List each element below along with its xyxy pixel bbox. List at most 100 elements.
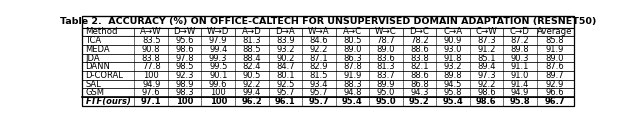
Text: 90.5: 90.5 [243,71,261,80]
Text: 87.3: 87.3 [477,36,496,45]
Text: 90.8: 90.8 [142,45,161,54]
Text: 91.8: 91.8 [444,54,462,63]
Text: 100: 100 [211,88,226,97]
Text: 88.6: 88.6 [410,45,429,54]
Text: 99.3: 99.3 [209,54,227,63]
Text: MEDA: MEDA [86,45,110,54]
Text: 95.0: 95.0 [376,97,396,106]
Text: 93.0: 93.0 [444,45,462,54]
Text: A→D: A→D [242,27,262,36]
Text: 80.5: 80.5 [343,36,362,45]
Text: A→C: A→C [343,27,362,36]
Text: C→A: C→A [444,27,463,36]
Text: 89.8: 89.8 [511,45,529,54]
Bar [83,62,573,71]
Text: 87.6: 87.6 [546,62,564,71]
Text: 94.9: 94.9 [511,88,529,97]
Text: 81.3: 81.3 [376,62,395,71]
Text: 91.9: 91.9 [546,45,564,54]
Text: 98.6: 98.6 [476,97,497,106]
Bar [83,88,573,97]
Text: 95.6: 95.6 [175,36,194,45]
Text: TCA: TCA [86,36,102,45]
Text: 95.2: 95.2 [409,97,429,106]
Text: 92.3: 92.3 [175,71,194,80]
Text: 94.8: 94.8 [343,88,362,97]
Text: 96.6: 96.6 [546,88,564,97]
Text: 99.5: 99.5 [209,62,227,71]
Text: Method: Method [86,27,118,36]
Text: 83.5: 83.5 [142,36,161,45]
Text: 96.2: 96.2 [241,97,262,106]
Text: 93.2: 93.2 [444,62,462,71]
Text: 88.6: 88.6 [410,71,429,80]
Text: 88.5: 88.5 [243,45,261,54]
Text: 82.4: 82.4 [243,62,261,71]
Text: D→A: D→A [275,27,295,36]
Text: 98.6: 98.6 [477,88,496,97]
Text: 99.6: 99.6 [209,80,227,89]
Text: 88.3: 88.3 [343,80,362,89]
Text: 92.5: 92.5 [276,80,294,89]
Text: W→A: W→A [308,27,330,36]
Text: 90.1: 90.1 [209,71,227,80]
Text: 85.8: 85.8 [546,36,564,45]
Text: W→C: W→C [375,27,397,36]
Bar [83,54,573,62]
Text: 100: 100 [176,97,193,106]
Text: C→D: C→D [510,27,530,36]
Text: DANN: DANN [86,62,110,71]
Bar [83,45,573,54]
Text: 95.0: 95.0 [376,88,395,97]
Text: 82.9: 82.9 [310,62,328,71]
Text: FTF(ours): FTF(ours) [86,97,131,106]
Text: 94.9: 94.9 [142,80,161,89]
Text: 77.8: 77.8 [142,62,161,71]
Text: 98.5: 98.5 [175,62,194,71]
Text: 95.8: 95.8 [444,88,462,97]
Text: 78.2: 78.2 [410,36,429,45]
Text: 92.2: 92.2 [310,45,328,54]
Text: 97.3: 97.3 [477,71,496,80]
Text: JDA: JDA [86,54,100,63]
Text: 90.9: 90.9 [444,36,462,45]
Text: 89.0: 89.0 [343,45,362,54]
Text: D→W: D→W [173,27,196,36]
Text: 98.9: 98.9 [175,80,194,89]
Bar [83,97,573,106]
Text: 82.1: 82.1 [410,62,429,71]
Text: 92.9: 92.9 [546,80,564,89]
Text: 87.1: 87.1 [310,54,328,63]
Text: 89.9: 89.9 [376,80,395,89]
Text: 89.8: 89.8 [444,71,462,80]
Text: 98.6: 98.6 [175,45,194,54]
Text: 94.5: 94.5 [444,80,462,89]
Text: 91.1: 91.1 [511,62,529,71]
Text: 95.8: 95.8 [509,97,530,106]
Text: 87.2: 87.2 [511,36,529,45]
Text: 98.3: 98.3 [175,88,194,97]
Bar [83,71,573,80]
Text: 95.4: 95.4 [342,97,363,106]
Text: 100: 100 [209,97,227,106]
Text: 93.4: 93.4 [310,80,328,89]
Text: 90.2: 90.2 [276,54,294,63]
Text: 83.9: 83.9 [276,36,294,45]
Text: 95.7: 95.7 [310,88,328,97]
Text: 89.7: 89.7 [546,71,564,80]
Text: 83.6: 83.6 [376,54,395,63]
Text: 99.4: 99.4 [209,45,227,54]
Text: D→C: D→C [410,27,429,36]
Text: 95.7: 95.7 [276,88,294,97]
Text: 81.5: 81.5 [310,71,328,80]
Text: 92.2: 92.2 [243,80,261,89]
Bar [83,28,573,36]
Text: W→D: W→D [207,27,229,36]
Text: C→W: C→W [476,27,497,36]
Bar [83,80,573,88]
Text: 91.0: 91.0 [511,71,529,80]
Text: 95.7: 95.7 [308,97,329,106]
Text: 83.7: 83.7 [376,71,395,80]
Text: 93.2: 93.2 [276,45,294,54]
Text: 97.6: 97.6 [142,88,161,97]
